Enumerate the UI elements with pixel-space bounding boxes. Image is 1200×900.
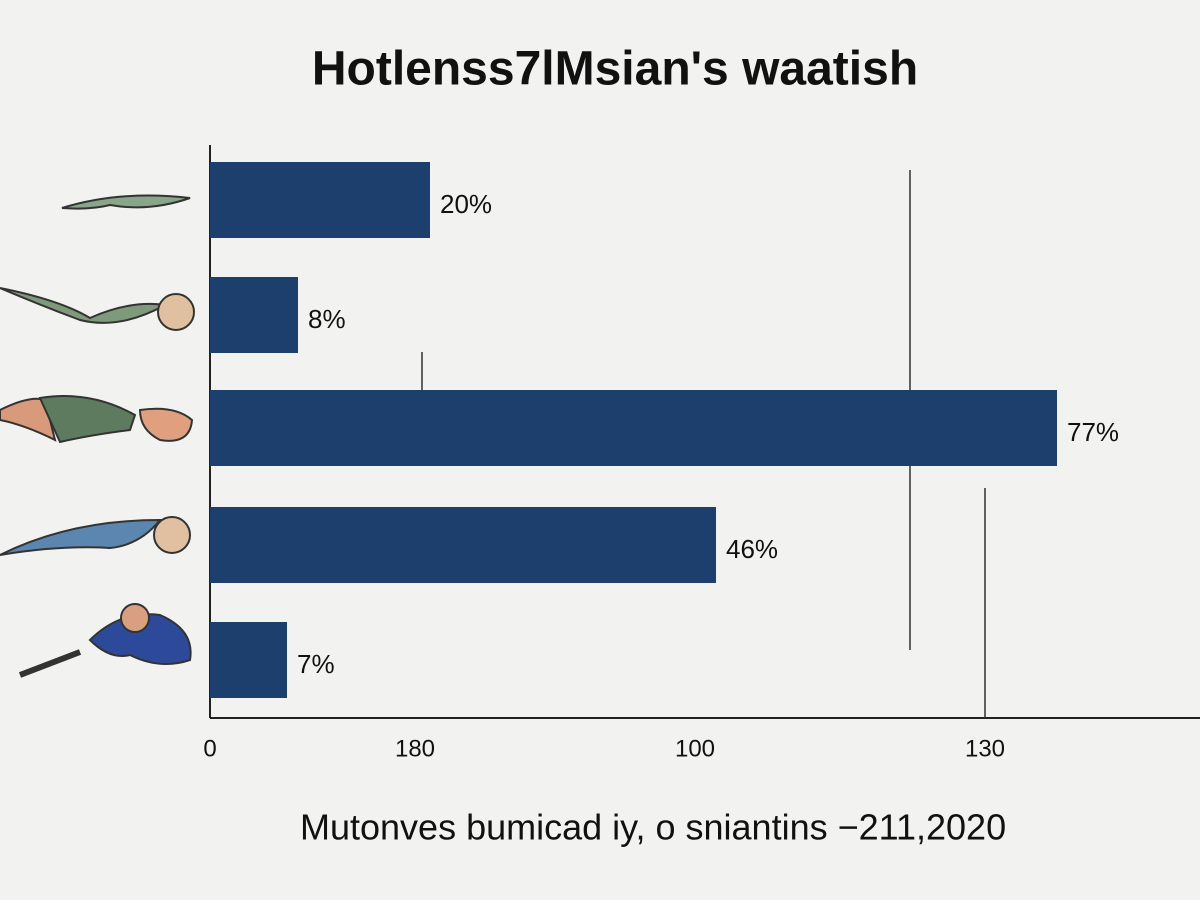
x-axis-label: 0 [203, 735, 216, 762]
x-axis-title: Mutonves bumicad iy, o sniantins −211,20… [300, 807, 1006, 848]
icon [120, 603, 150, 633]
bar [210, 390, 1057, 466]
chart-title: Hotlenss7lMsian's waatish [312, 43, 918, 96]
bar [210, 277, 298, 353]
icon [0, 397, 57, 442]
category-icons [0, 194, 195, 678]
value-label: 46% [726, 534, 778, 564]
x-axis-label: 130 [965, 735, 1005, 762]
bar [210, 507, 716, 583]
x-axis-label: 180 [395, 735, 435, 762]
icon [38, 395, 137, 444]
icon [153, 516, 191, 554]
icon [61, 194, 191, 210]
bar [210, 162, 430, 238]
value-label: 7% [297, 649, 335, 679]
value-label: 77% [1067, 417, 1119, 447]
bar [210, 622, 287, 698]
icon [138, 407, 194, 442]
value-label: 8% [308, 304, 346, 334]
x-axis-label: 100 [675, 735, 715, 762]
icon [18, 649, 82, 678]
value-label: 20% [440, 189, 492, 219]
icon [157, 293, 195, 331]
icon [0, 518, 163, 556]
